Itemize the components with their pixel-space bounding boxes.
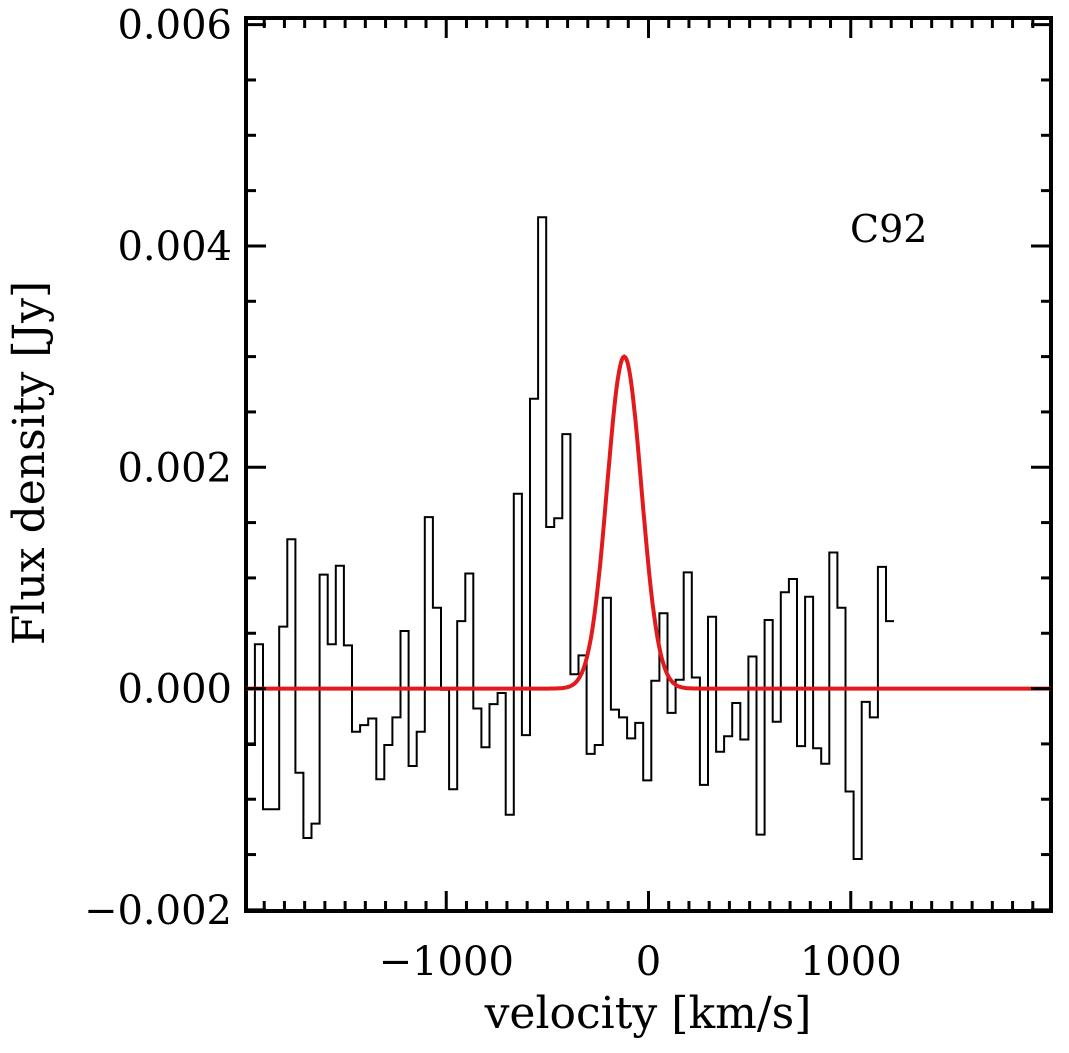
source-annotation: C92	[850, 207, 927, 251]
y-axis-title: Flux density [Jy]	[4, 281, 55, 645]
x-axis-title: velocity [km/s]	[484, 988, 812, 1039]
x-tick-label: 1000	[800, 939, 902, 985]
plot-frame	[244, 16, 1053, 913]
y-tick-label: 0.002	[117, 445, 232, 491]
ticks-group: −1000 0 1000 −0.002 0.000 0.002 0.004 0.006	[84, 3, 1051, 985]
x-tick-label: −1000	[379, 939, 514, 985]
plot-frame-group	[244, 16, 1053, 913]
y-tick-label: 0.004	[117, 224, 232, 270]
x-tick-label: 0	[636, 939, 661, 985]
y-tick-label: 0.006	[117, 3, 232, 49]
series-group	[246, 216, 1051, 860]
y-tick-label: 0.000	[117, 667, 232, 713]
gaussian-fit-line	[246, 354, 1051, 691]
y-tick-label: −0.002	[84, 888, 232, 934]
spectrum-histogram	[246, 216, 894, 860]
